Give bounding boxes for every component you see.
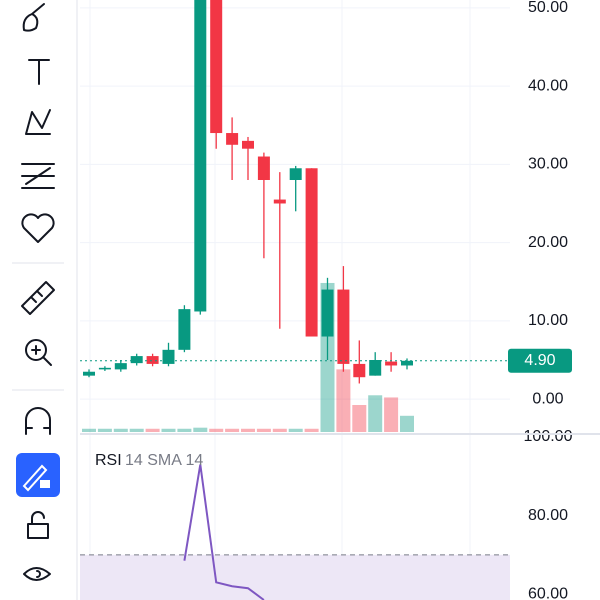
toolbar (12, 3, 64, 581)
candle-body (242, 140, 254, 149)
candle-body (353, 363, 366, 378)
y-tick-label: 50.00 (528, 0, 568, 16)
volume-bar (241, 428, 255, 432)
y-tick-label: 20.00 (528, 234, 568, 251)
volume-bar (352, 405, 367, 432)
volume-bar (82, 428, 96, 432)
candle-body (226, 133, 239, 145)
candle-body (83, 371, 95, 376)
lock-drawings-active[interactable] (16, 453, 60, 497)
visibility[interactable] (23, 567, 51, 581)
text-tool[interactable] (28, 59, 50, 85)
lock-icon (40, 480, 50, 488)
favorites[interactable] (21, 213, 55, 243)
volume-bar (225, 428, 240, 432)
candle-body (146, 356, 159, 364)
volume-bar (161, 428, 176, 432)
volume-bar (336, 369, 351, 432)
rsi-tick-label: 80.00 (528, 507, 568, 524)
ruler[interactable] (21, 281, 55, 315)
candle-body (305, 168, 318, 337)
volume-bar (384, 397, 399, 432)
candle-body (162, 349, 175, 364)
candle-body (114, 363, 127, 370)
candle-body (130, 356, 143, 364)
rsi-tick-label: 100.00 (524, 428, 573, 445)
rsi-title: RSI (95, 452, 122, 469)
y-tick-label: 30.00 (528, 156, 568, 173)
volume-bar (400, 415, 414, 432)
y-tick-label: 40.00 (528, 77, 568, 94)
pencil-icon (22, 464, 48, 492)
volume-bar (177, 428, 192, 432)
zoom[interactable] (25, 339, 52, 366)
y-tick-label: 0.00 (532, 390, 563, 407)
volume-bar (97, 428, 112, 432)
unlock[interactable] (27, 511, 49, 539)
rsi-line (183, 464, 265, 600)
pattern-tool[interactable] (25, 109, 51, 135)
rsi-params: 14 SMA 14 (125, 452, 203, 469)
last-price-box (508, 348, 572, 373)
volume-bar (288, 428, 303, 432)
last-price-label: 4.90 (524, 352, 555, 369)
volume-bar (304, 428, 319, 432)
volume-bar (145, 428, 160, 432)
rsi-tick-label: 60.00 (528, 585, 568, 600)
volume-bar (272, 428, 287, 432)
fib-tool[interactable] (21, 163, 55, 189)
candle-body (401, 360, 413, 366)
volume-bar (193, 427, 208, 432)
volume-bar (209, 428, 224, 432)
brush-tool[interactable] (22, 3, 45, 32)
volume-bar (129, 428, 144, 432)
candle-body (178, 309, 191, 350)
volume-bar (113, 428, 128, 432)
overbought-band (80, 554, 510, 600)
candle-body (98, 367, 111, 370)
candle-body (273, 199, 286, 204)
volume-bar (368, 395, 383, 432)
magnet[interactable] (25, 407, 51, 435)
candle-body (385, 361, 398, 366)
candle-body (321, 289, 334, 337)
candle-body (289, 168, 302, 180)
y-tick-label: 10.00 (528, 312, 568, 329)
candle-body (257, 156, 270, 180)
candle-body (210, 0, 223, 134)
candle-body (369, 360, 382, 376)
candle-body (194, 0, 207, 312)
volume-bar (256, 428, 271, 432)
candle-body (337, 289, 350, 364)
